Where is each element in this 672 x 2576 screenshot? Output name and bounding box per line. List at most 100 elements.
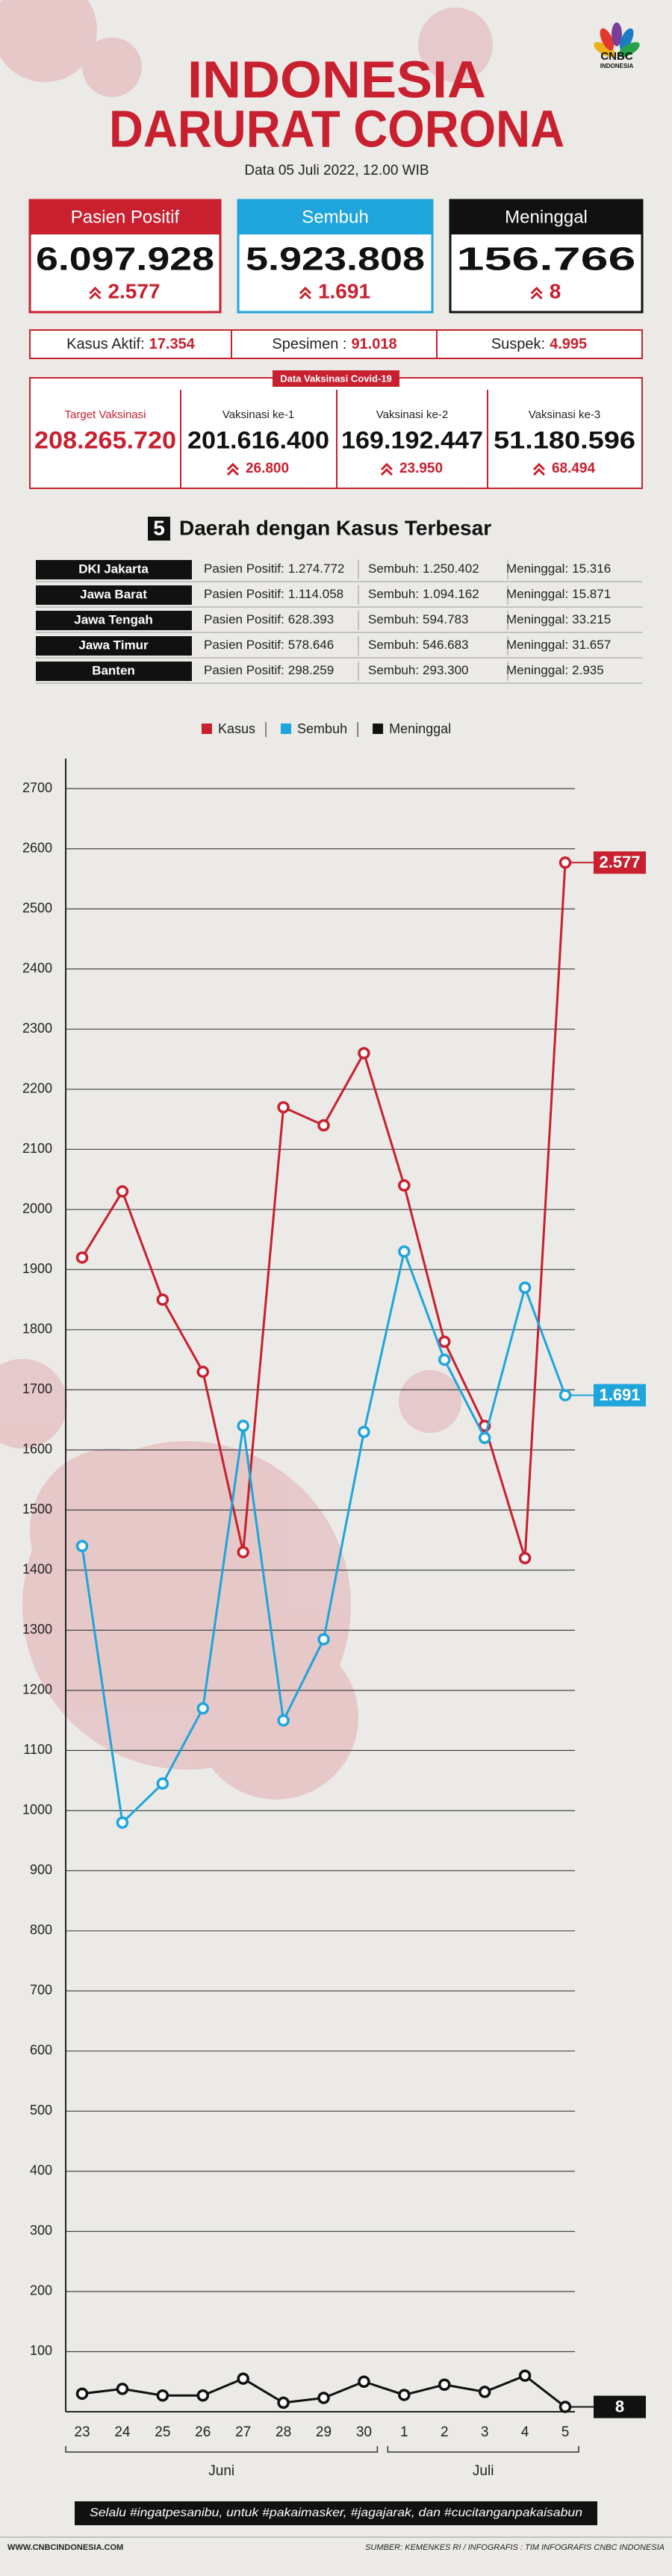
region-stat: Pasien Positif: 298.259 [204,663,334,677]
y-tick-label: 800 [30,1923,52,1938]
x-tick-label: 26 [195,2424,211,2440]
legend-swatch [281,724,292,734]
footer-website: WWW.CNBCINDONESIA.COM [7,2543,123,2552]
data-point [398,1179,411,1192]
region-stat: Pasien Positif: 1.114.058 [204,587,343,601]
data-point [518,2369,532,2382]
region-stat-label: Sembuh: [368,638,419,652]
change: 26.800 [246,461,289,476]
data-point [196,2389,209,2402]
number-box [148,517,170,541]
y-tick-label: 400 [30,2163,52,2178]
value-label-bg [594,1384,646,1407]
y-tick-label: 2500 [22,900,52,915]
data-point [438,1353,451,1366]
data-point [358,2375,370,2388]
region-stat: Meninggal: 15.316 [506,561,611,576]
region-name: Jawa Barat [80,587,147,601]
month-bracket [65,2446,379,2453]
y-tick-label: 2100 [22,1141,52,1156]
region-stat-value: 31.657 [572,638,611,652]
vaccination-value: 208.265.720 [34,426,176,453]
data-point [518,1552,532,1565]
card-header [238,200,432,234]
region-name-bg [36,611,192,630]
title-line: INDONESIA [187,50,486,108]
up-arrow-icon [380,462,393,476]
y-tick-label: 2200 [22,1081,52,1096]
stat-label: Suspek: [491,336,545,352]
vaccination-label: Vaksinasi ke-1 [223,408,294,421]
data-point [317,1119,330,1132]
value-label-bg [594,851,646,874]
card-label: Pasien Positif [71,207,180,227]
change: 2.577 [108,279,160,302]
y-tick-label: 1300 [22,1622,52,1637]
data-point [398,2389,411,2401]
region-stat-label: Meninggal: [506,663,568,677]
data-point [438,2378,451,2392]
region-stat-value: 293.300 [423,663,468,677]
region-stat-label: Pasien Positif: [204,561,284,576]
logo-icon [594,22,640,57]
data-point [277,1101,290,1114]
region-name-bg [36,636,192,656]
data-point [116,1185,129,1198]
logo: CNBC [600,50,632,63]
y-tick-label: 700 [30,1982,52,1997]
region-name: Jawa Timur [78,638,149,652]
card-value: 156.766 [457,241,636,278]
region-stat-value: 594.783 [423,612,468,626]
region-stat-label: Meninggal: [506,612,568,626]
data-point [237,1546,249,1558]
region-name-bg [36,662,192,681]
up-arrow-icon [226,462,239,476]
y-tick-label: 1500 [22,1502,52,1516]
region-stat-label: Meninggal: [506,638,568,652]
data-point [237,1419,249,1432]
y-tick-label: 900 [30,1862,52,1877]
y-tick-label: 1400 [22,1562,52,1577]
x-tick-label: 29 [316,2424,332,2440]
value-label: 2.577 [599,853,640,871]
y-tick-label: 1200 [22,1682,52,1697]
vaccination-label: Target Vaksinasi [65,408,146,421]
x-tick-label: 3 [481,2424,489,2440]
footer-banner [75,2501,597,2525]
stat-value: 17.354 [149,336,196,352]
region-stat: Meninggal: 15.871 [506,587,611,601]
region-stat-label: Meninggal: [506,561,568,576]
vaccination-tag: Data Vaksinasi Covid-19 [280,373,392,384]
x-tick-label: 4 [521,2424,529,2440]
vaccination-label: Vaksinasi ke-2 [376,408,448,421]
virus-splash [0,0,493,1799]
region-stat-value: 628.393 [288,612,334,626]
region-stat-value: 546.683 [423,638,468,652]
region-stat-label: Pasien Positif: [204,638,284,652]
data-point [75,2387,89,2401]
y-tick-label: 1000 [22,1802,52,1817]
data-point [196,1365,209,1378]
x-tick-label: 5 [561,2424,570,2440]
region-stat: Sembuh: 1.250.402 [368,561,479,576]
y-tick-label: 1100 [23,1742,52,1757]
value-label: 8 [615,2397,624,2415]
y-tick-label: 2000 [22,1201,52,1216]
month-label: Juni [208,2463,234,2479]
data-point [196,1702,209,1715]
logo-sub: INDONESIA [600,63,634,69]
region-stat: Meninggal: 2.935 [506,663,604,677]
region-stat-value: 15.316 [572,561,611,576]
stat-label: Kasus Aktif: [66,336,145,352]
y-tick-label: 600 [30,2043,52,2058]
month-label: Juli [473,2463,494,2479]
value-label-bg [594,2395,646,2418]
data-point [559,2401,572,2413]
data-point [116,2383,129,2395]
region-stat-label: Sembuh: [368,663,419,677]
x-tick-label: 24 [114,2424,131,2440]
region-stat: Meninggal: 33.215 [506,612,611,626]
x-tick-label: 28 [276,2424,291,2440]
